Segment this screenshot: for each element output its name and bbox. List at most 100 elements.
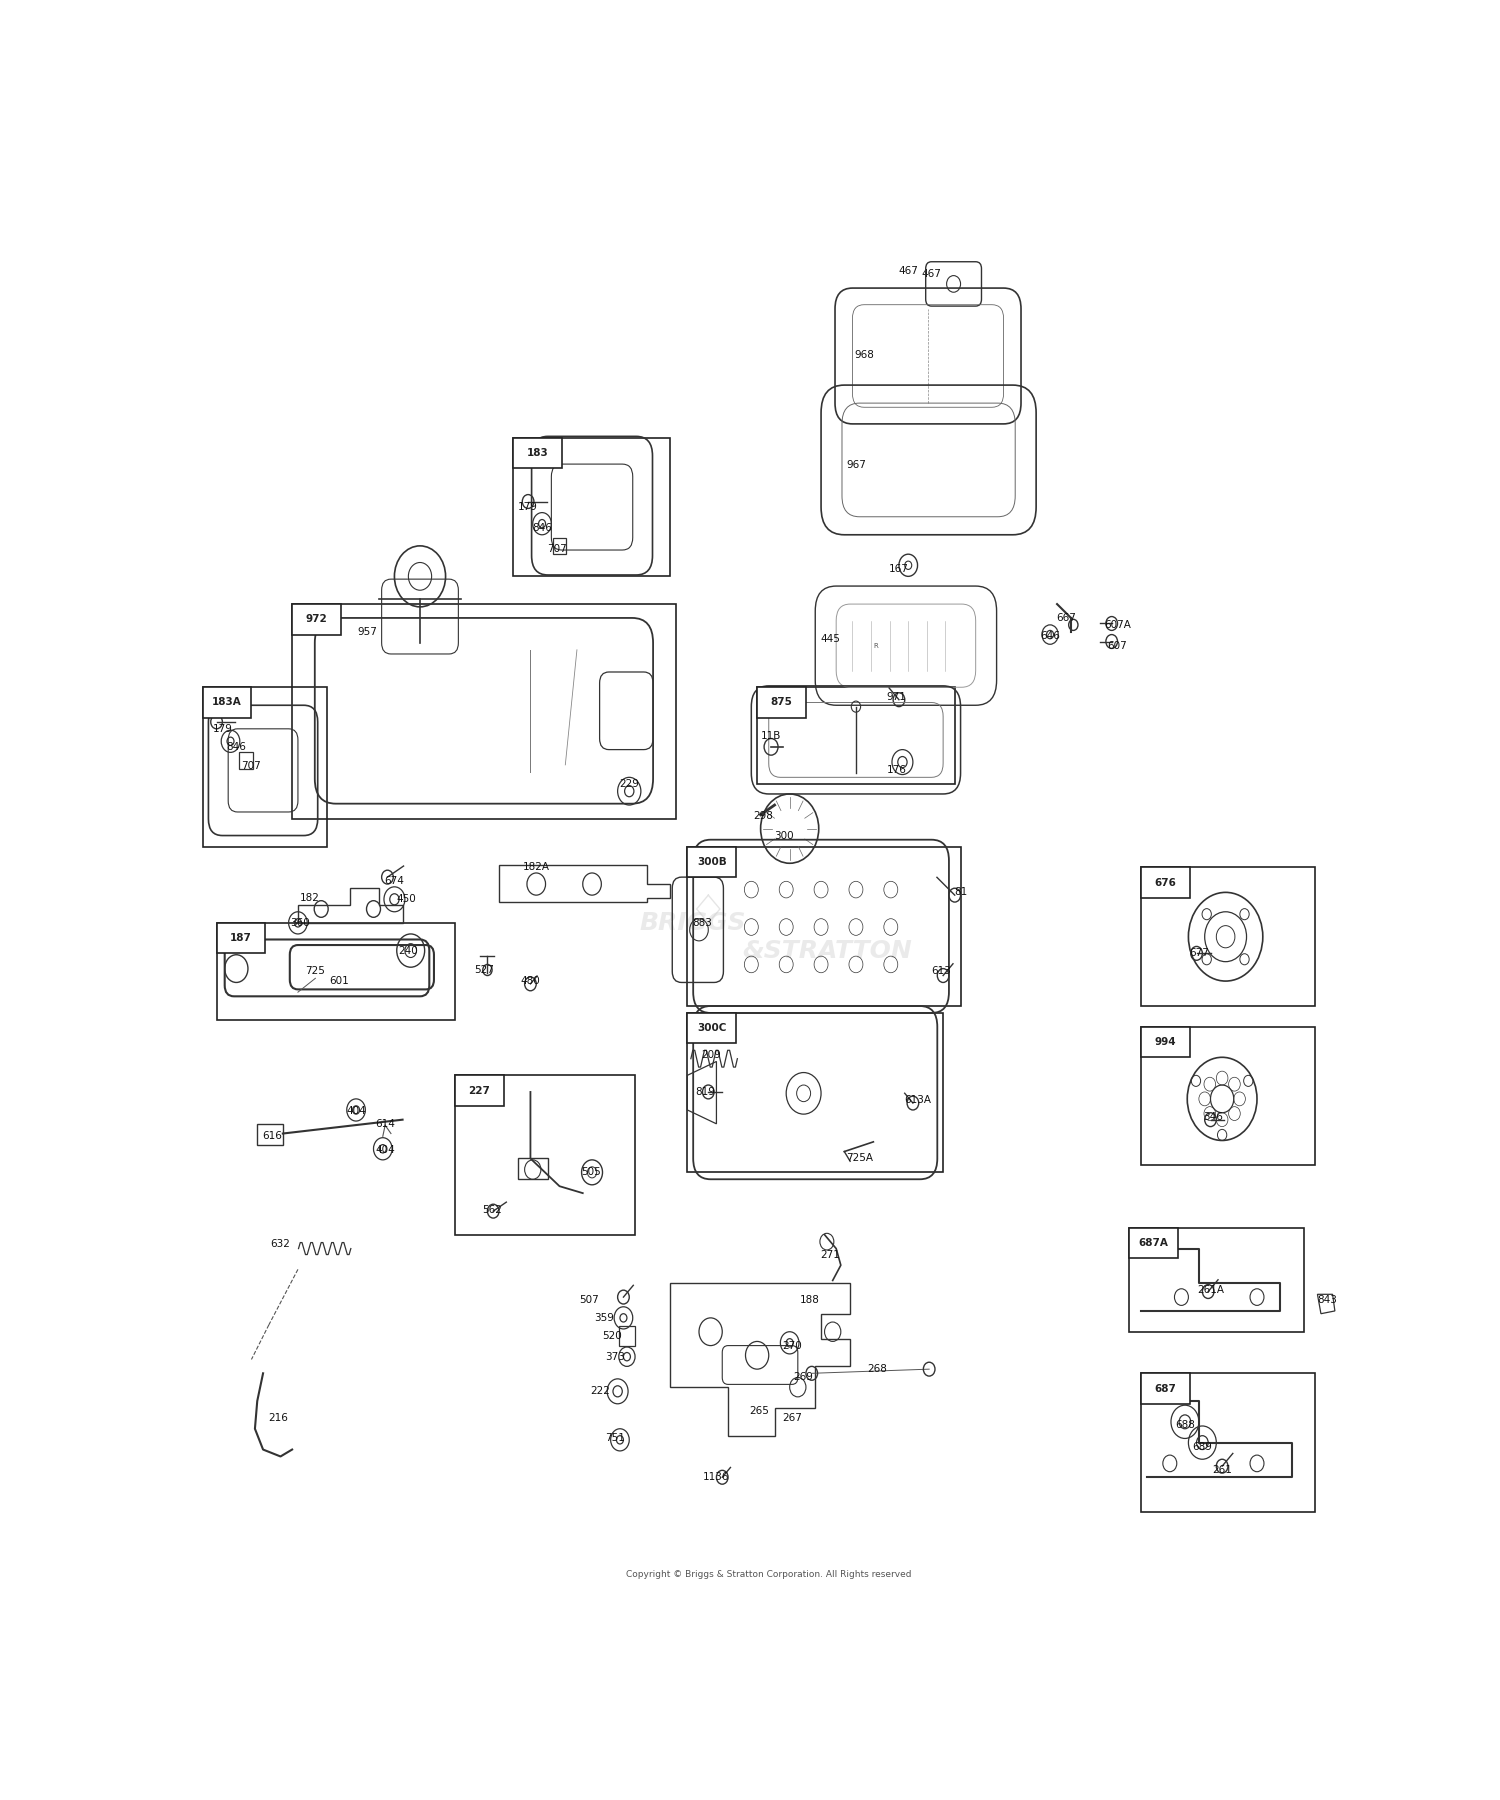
Text: 450: 450 (396, 895, 416, 904)
Text: 187: 187 (230, 932, 252, 943)
Text: 269: 269 (794, 1372, 813, 1382)
Text: 707: 707 (548, 544, 567, 554)
Text: 261: 261 (1212, 1465, 1231, 1476)
Text: 957: 957 (357, 626, 378, 637)
Text: 667: 667 (1056, 614, 1077, 623)
Bar (202, 688, 327, 846)
Text: 677: 677 (1190, 949, 1209, 958)
Text: 967: 967 (846, 461, 865, 470)
Text: 467: 467 (898, 266, 918, 277)
Text: 467: 467 (921, 270, 942, 279)
Bar (1140, 868, 1190, 898)
Text: 613: 613 (932, 967, 951, 976)
Text: 688: 688 (1174, 1420, 1196, 1429)
Bar (552, 538, 567, 554)
Bar (620, 1327, 634, 1346)
Text: 209: 209 (700, 1049, 720, 1060)
Text: 614: 614 (375, 1120, 394, 1129)
Text: 480: 480 (520, 976, 540, 986)
Text: 607: 607 (1107, 641, 1128, 650)
Text: 445: 445 (821, 634, 840, 644)
Text: 265: 265 (750, 1406, 770, 1417)
Bar (202, 688, 252, 718)
Text: 646: 646 (1040, 632, 1060, 641)
Text: 188: 188 (800, 1294, 819, 1305)
Text: 216: 216 (268, 1413, 288, 1422)
Bar (758, 688, 806, 718)
Bar (292, 605, 675, 819)
Bar (687, 846, 960, 1006)
Text: 267: 267 (782, 1413, 802, 1422)
Text: 176: 176 (886, 765, 906, 776)
Text: 613A: 613A (904, 1094, 932, 1105)
Text: 751: 751 (606, 1433, 625, 1444)
Text: 616: 616 (262, 1132, 282, 1141)
Text: &STRATTON: &STRATTON (742, 938, 912, 963)
Bar (513, 437, 670, 576)
Bar (238, 752, 252, 769)
Text: 261A: 261A (1197, 1285, 1224, 1296)
Text: 167: 167 (890, 565, 909, 574)
Text: 300: 300 (774, 830, 794, 841)
Text: 527: 527 (474, 965, 494, 976)
Text: 520: 520 (602, 1330, 621, 1341)
Text: 227: 227 (468, 1085, 490, 1096)
Text: 505: 505 (580, 1168, 602, 1177)
Text: R: R (873, 643, 877, 648)
Text: 271: 271 (821, 1251, 840, 1260)
Bar (216, 923, 266, 954)
Text: 1136: 1136 (704, 1472, 729, 1481)
Text: 298: 298 (753, 812, 772, 821)
Text: 222: 222 (590, 1386, 610, 1397)
Text: 268: 268 (867, 1364, 886, 1373)
Text: 846: 846 (226, 742, 246, 752)
Bar (687, 1013, 944, 1172)
Text: 359: 359 (594, 1312, 613, 1323)
Bar (216, 923, 454, 1021)
Text: 182: 182 (300, 893, 320, 904)
Text: 601: 601 (328, 976, 348, 986)
Bar (454, 1075, 634, 1235)
Text: 674: 674 (384, 877, 405, 886)
Text: 346: 346 (1203, 1112, 1222, 1121)
Text: 883: 883 (693, 918, 712, 927)
Bar (1140, 1373, 1190, 1404)
Bar (687, 846, 736, 877)
Text: 632: 632 (270, 1240, 291, 1249)
Text: 373: 373 (606, 1352, 625, 1361)
Text: 404: 404 (346, 1107, 366, 1116)
Text: BRIGGS: BRIGGS (640, 911, 747, 934)
Text: 229: 229 (620, 779, 639, 788)
Text: 81: 81 (954, 887, 968, 898)
Text: 11B: 11B (760, 731, 782, 742)
Text: 270: 270 (782, 1341, 802, 1350)
Text: 404: 404 (375, 1145, 394, 1156)
Text: 179: 179 (213, 724, 232, 734)
Text: 300C: 300C (698, 1022, 726, 1033)
Bar (1140, 868, 1316, 1006)
Bar (513, 437, 562, 468)
Bar (454, 1075, 504, 1105)
Text: 707: 707 (242, 761, 261, 770)
Bar (1140, 1373, 1316, 1512)
Text: 300B: 300B (698, 857, 726, 868)
Bar (1130, 1228, 1304, 1332)
Text: 689: 689 (1192, 1442, 1212, 1453)
Text: 843: 843 (1317, 1294, 1336, 1305)
Text: 971: 971 (886, 691, 906, 702)
Text: 183A: 183A (211, 697, 242, 707)
Text: 360: 360 (291, 918, 310, 927)
Bar (292, 605, 340, 635)
Text: 179: 179 (518, 502, 538, 511)
Text: 676: 676 (1154, 878, 1176, 887)
Bar (1140, 1026, 1316, 1165)
Text: 994: 994 (1155, 1037, 1176, 1048)
Text: 507: 507 (579, 1294, 598, 1305)
Text: 562: 562 (482, 1204, 502, 1215)
Bar (1130, 1228, 1178, 1258)
Text: 240: 240 (399, 945, 418, 956)
Text: 846: 846 (532, 522, 552, 533)
Text: 182A: 182A (522, 862, 549, 873)
Text: 725A: 725A (846, 1154, 873, 1163)
Text: 607A: 607A (1104, 619, 1131, 630)
